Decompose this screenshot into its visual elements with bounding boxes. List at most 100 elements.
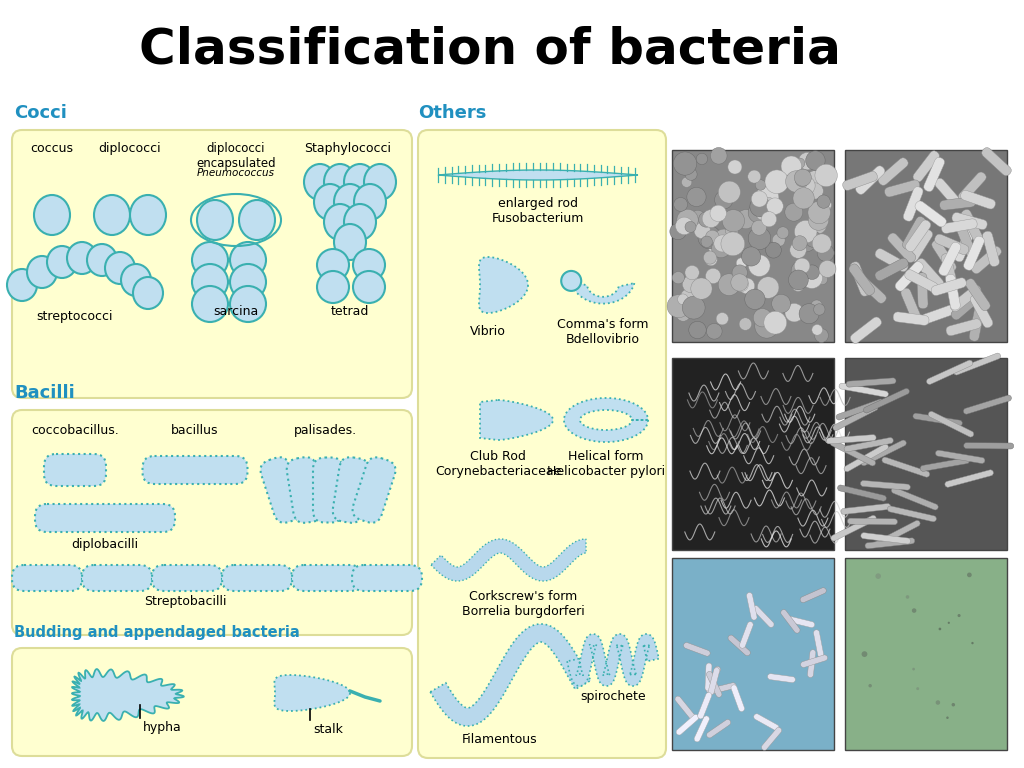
Circle shape bbox=[682, 276, 699, 293]
Circle shape bbox=[752, 220, 767, 235]
FancyBboxPatch shape bbox=[921, 458, 970, 472]
FancyBboxPatch shape bbox=[924, 157, 944, 191]
Circle shape bbox=[707, 323, 722, 339]
FancyBboxPatch shape bbox=[939, 242, 961, 276]
Circle shape bbox=[682, 177, 692, 187]
Text: Pneumococcus: Pneumococcus bbox=[197, 168, 275, 178]
FancyBboxPatch shape bbox=[856, 166, 885, 194]
Circle shape bbox=[712, 239, 730, 258]
Text: streptococci: streptococci bbox=[37, 310, 114, 323]
Circle shape bbox=[946, 717, 948, 719]
Circle shape bbox=[705, 253, 717, 266]
Ellipse shape bbox=[87, 244, 117, 276]
Bar bbox=[672, 358, 834, 550]
FancyBboxPatch shape bbox=[860, 481, 910, 490]
Circle shape bbox=[756, 180, 766, 190]
FancyBboxPatch shape bbox=[705, 663, 712, 691]
Circle shape bbox=[678, 294, 688, 305]
Circle shape bbox=[785, 303, 804, 322]
FancyBboxPatch shape bbox=[915, 258, 944, 289]
Circle shape bbox=[734, 278, 749, 292]
Circle shape bbox=[785, 170, 807, 192]
Circle shape bbox=[807, 170, 824, 188]
Circle shape bbox=[719, 181, 740, 204]
Ellipse shape bbox=[105, 252, 135, 284]
FancyBboxPatch shape bbox=[964, 236, 984, 270]
FancyBboxPatch shape bbox=[333, 457, 370, 523]
FancyBboxPatch shape bbox=[813, 630, 823, 657]
Circle shape bbox=[698, 226, 721, 249]
Circle shape bbox=[767, 198, 783, 214]
Circle shape bbox=[916, 687, 920, 690]
Circle shape bbox=[762, 211, 776, 227]
FancyBboxPatch shape bbox=[863, 389, 909, 413]
Ellipse shape bbox=[230, 286, 266, 322]
Ellipse shape bbox=[230, 242, 266, 278]
FancyBboxPatch shape bbox=[931, 278, 967, 296]
Ellipse shape bbox=[324, 164, 356, 200]
Circle shape bbox=[670, 223, 686, 240]
Circle shape bbox=[814, 304, 825, 315]
FancyBboxPatch shape bbox=[874, 520, 921, 547]
Bar bbox=[845, 558, 1007, 750]
Circle shape bbox=[677, 210, 698, 230]
Circle shape bbox=[718, 273, 740, 296]
Circle shape bbox=[957, 614, 961, 617]
FancyBboxPatch shape bbox=[946, 319, 981, 336]
Ellipse shape bbox=[27, 256, 57, 288]
Circle shape bbox=[912, 667, 914, 670]
FancyBboxPatch shape bbox=[292, 565, 362, 591]
Circle shape bbox=[799, 152, 816, 170]
Text: coccobacillus.: coccobacillus. bbox=[31, 424, 119, 437]
Polygon shape bbox=[431, 539, 586, 581]
FancyBboxPatch shape bbox=[874, 258, 908, 281]
Circle shape bbox=[694, 223, 711, 239]
FancyBboxPatch shape bbox=[708, 667, 720, 695]
Circle shape bbox=[685, 221, 696, 233]
Circle shape bbox=[795, 169, 811, 186]
FancyBboxPatch shape bbox=[728, 635, 751, 656]
FancyBboxPatch shape bbox=[787, 617, 815, 627]
FancyBboxPatch shape bbox=[746, 592, 757, 620]
FancyBboxPatch shape bbox=[850, 317, 882, 343]
FancyBboxPatch shape bbox=[44, 454, 106, 486]
FancyBboxPatch shape bbox=[958, 172, 986, 202]
Circle shape bbox=[741, 247, 761, 266]
FancyBboxPatch shape bbox=[849, 264, 874, 296]
Circle shape bbox=[819, 199, 831, 211]
Circle shape bbox=[796, 176, 815, 195]
FancyBboxPatch shape bbox=[885, 180, 920, 197]
Ellipse shape bbox=[7, 269, 37, 301]
Ellipse shape bbox=[334, 224, 366, 260]
Circle shape bbox=[814, 329, 828, 343]
Circle shape bbox=[947, 622, 950, 624]
Ellipse shape bbox=[34, 195, 70, 235]
Circle shape bbox=[726, 234, 741, 250]
FancyBboxPatch shape bbox=[955, 222, 976, 257]
FancyBboxPatch shape bbox=[830, 515, 877, 541]
Circle shape bbox=[815, 164, 838, 187]
FancyBboxPatch shape bbox=[936, 450, 985, 464]
Circle shape bbox=[714, 229, 734, 250]
Circle shape bbox=[731, 274, 749, 291]
FancyBboxPatch shape bbox=[908, 230, 933, 262]
Polygon shape bbox=[567, 634, 658, 686]
Circle shape bbox=[711, 147, 727, 164]
Circle shape bbox=[805, 231, 821, 247]
Circle shape bbox=[792, 260, 812, 281]
Circle shape bbox=[861, 651, 867, 657]
FancyBboxPatch shape bbox=[945, 274, 961, 310]
Circle shape bbox=[811, 300, 822, 312]
Circle shape bbox=[777, 227, 788, 239]
Circle shape bbox=[906, 595, 909, 599]
Circle shape bbox=[793, 236, 807, 250]
FancyBboxPatch shape bbox=[961, 190, 995, 209]
Text: Streptobacilli: Streptobacilli bbox=[143, 595, 226, 608]
Text: diplobacilli: diplobacilli bbox=[72, 538, 138, 551]
Circle shape bbox=[739, 278, 755, 294]
Circle shape bbox=[817, 274, 827, 285]
FancyBboxPatch shape bbox=[966, 279, 990, 311]
FancyBboxPatch shape bbox=[848, 518, 897, 525]
Circle shape bbox=[721, 232, 744, 256]
Circle shape bbox=[821, 170, 833, 181]
